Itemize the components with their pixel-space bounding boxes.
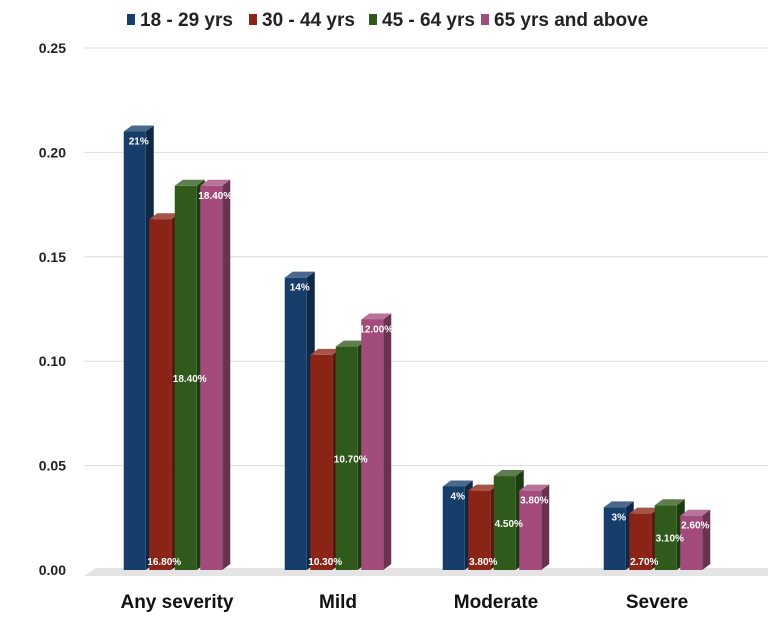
legend-label: 30 - 44 yrs xyxy=(262,10,355,31)
data-label: 21% xyxy=(129,137,149,148)
legend-swatch xyxy=(369,14,377,25)
data-label: 14% xyxy=(290,283,310,294)
legend-label: 45 - 64 yrs xyxy=(382,10,475,31)
bars xyxy=(123,125,711,571)
x-category-label: Severe xyxy=(626,592,688,613)
y-tick-label: 0.15 xyxy=(39,249,66,265)
bar-mild-4 xyxy=(361,313,392,570)
chart-floor xyxy=(84,568,768,576)
legend-item: 30 - 44 yrs xyxy=(249,10,355,31)
data-label: 4% xyxy=(451,491,466,502)
data-label: 3.10% xyxy=(656,534,684,545)
legend-label: 18 - 29 yrs xyxy=(140,10,233,31)
bar-moderate-4 xyxy=(519,484,550,570)
y-tick-label: 0.20 xyxy=(39,144,66,160)
legend-swatch xyxy=(127,14,135,25)
data-label: 10.70% xyxy=(334,454,368,465)
data-label: 4.50% xyxy=(495,519,523,530)
data-label: 16.80% xyxy=(147,557,181,568)
axes: 0.00 0.05 0.10 0.15 0.20 0.25 Any severity Mild… xyxy=(39,40,688,613)
data-label: 2.70% xyxy=(630,557,658,568)
data-label: 12.00% xyxy=(359,324,393,335)
y-tick-label: 0.00 xyxy=(39,562,66,578)
legend: 18 - 29 yrs 30 - 44 yrs 45 - 64 yrs 65 yrs … xyxy=(127,10,648,31)
data-labels: 21% 16.80% 18.40% 18.40% 14% 10.30% 10.70% 12.0… xyxy=(129,137,710,568)
data-label: 10.30% xyxy=(308,557,342,568)
y-tick-label: 0.10 xyxy=(39,353,66,369)
data-label: 2.60% xyxy=(681,521,709,532)
floor-plane xyxy=(84,568,768,576)
bar-severe-4 xyxy=(680,509,711,570)
data-label: 3.80% xyxy=(520,496,548,507)
x-category-label: Moderate xyxy=(454,592,538,613)
legend-swatch xyxy=(249,14,257,25)
data-label: 18.40% xyxy=(173,374,207,385)
legend-item: 45 - 64 yrs xyxy=(369,10,475,31)
legend-label: 65 yrs and above xyxy=(494,10,648,31)
legend-item: 65 yrs and above xyxy=(481,10,648,31)
legend-item: 18 - 29 yrs xyxy=(127,10,233,31)
data-label: 3% xyxy=(612,512,627,523)
data-label: 3.80% xyxy=(469,557,497,568)
y-tick-label: 0.05 xyxy=(39,458,66,474)
y-tick-label: 0.25 xyxy=(39,40,66,56)
legend-swatch xyxy=(481,14,489,25)
x-category-label: Mild xyxy=(319,592,357,613)
bar-any-severity-4 xyxy=(200,179,231,571)
data-label: 18.40% xyxy=(198,191,232,202)
x-category-label: Any severity xyxy=(120,592,233,613)
